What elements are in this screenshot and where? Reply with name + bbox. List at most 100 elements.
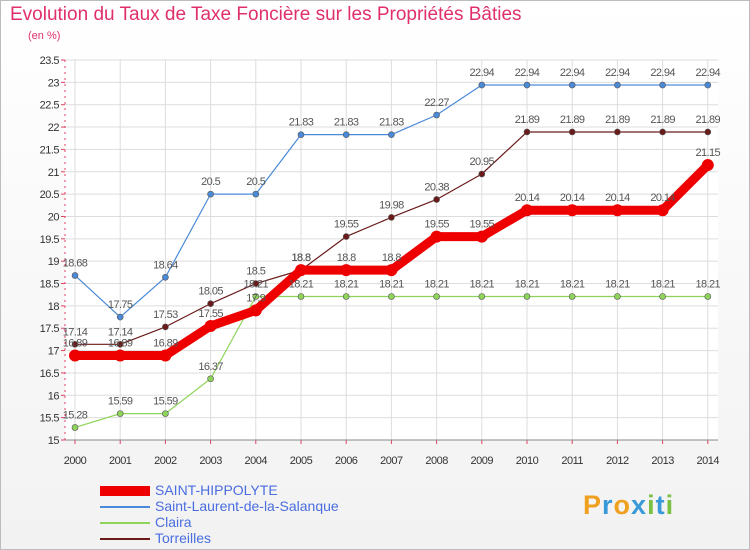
data-point-claira xyxy=(659,293,666,300)
y-tick-label: 20.5 xyxy=(40,189,60,201)
data-label-saint-laurent-de-la-salanque: 18.64 xyxy=(153,259,178,271)
data-label-claira: 18.21 xyxy=(244,278,269,290)
data-label-claira: 18.21 xyxy=(515,278,540,290)
y-tick-label: 21 xyxy=(48,167,60,179)
data-point-claira xyxy=(252,293,260,300)
data-point-torreilles xyxy=(523,128,531,136)
x-tick-label: 2010 xyxy=(516,455,539,467)
data-label-torreilles: 20.95 xyxy=(470,156,495,168)
data-point-saint-laurent-de-la-salanque xyxy=(614,81,621,89)
data-point-claira xyxy=(207,375,214,383)
data-label-claira: 18.21 xyxy=(289,278,314,290)
data-point-saint-laurent-de-la-salanque xyxy=(659,81,666,89)
x-tick-label: 2003 xyxy=(199,455,222,467)
data-point-torreilles xyxy=(162,323,169,331)
data-label-claira: 18.21 xyxy=(334,278,359,290)
y-tick-label: 19 xyxy=(48,256,60,268)
data-point-saint-laurent-de-la-salanque xyxy=(297,131,305,138)
data-point-claira xyxy=(162,410,169,417)
data-label-saint-hippolyte: 17.9 xyxy=(246,292,265,304)
data-label-claira: 18.21 xyxy=(424,278,449,290)
x-tick-label: 2009 xyxy=(471,455,494,467)
x-tick-label: 2002 xyxy=(154,455,177,467)
data-point-saint-laurent-de-la-salanque xyxy=(342,131,350,138)
data-label-claira: 16.37 xyxy=(198,361,223,373)
data-point-saint-hippolyte xyxy=(159,349,172,362)
data-label-saint-laurent-de-la-salanque: 20.5 xyxy=(201,176,220,188)
x-tick-label: 2005 xyxy=(290,455,313,467)
data-point-saint-laurent-de-la-salanque xyxy=(388,131,395,138)
data-label-saint-hippolyte: 18.8 xyxy=(382,252,401,264)
data-label-torreilles: 21.89 xyxy=(515,114,540,126)
y-tick-label: 15 xyxy=(48,435,60,447)
data-label-torreilles: 21.89 xyxy=(605,114,630,126)
x-tick-label: 2000 xyxy=(64,455,87,467)
data-point-saint-laurent-de-la-salanque xyxy=(433,111,440,119)
data-label-claira: 18.21 xyxy=(650,278,675,290)
data-point-torreilles xyxy=(252,280,260,287)
data-point-claira xyxy=(71,424,79,431)
x-tick-label: 2006 xyxy=(335,455,358,467)
x-tick-label: 2007 xyxy=(380,455,403,467)
data-label-saint-hippolyte: 20.14 xyxy=(605,192,630,204)
data-point-saint-hippolyte xyxy=(69,349,81,362)
data-point-saint-hippolyte xyxy=(340,264,353,277)
data-label-claira: 18.21 xyxy=(560,278,585,290)
data-label-saint-laurent-de-la-salanque: 22.94 xyxy=(470,67,495,79)
legend-label-saint-laurent: Saint-Laurent-de-la-Salanque xyxy=(155,498,339,514)
data-label-saint-hippolyte: 20.14 xyxy=(650,192,675,204)
y-tick-label: 20 xyxy=(48,211,60,223)
logo-letter: i xyxy=(647,490,656,520)
data-point-saint-hippolyte xyxy=(249,304,262,317)
data-point-torreilles xyxy=(342,233,350,240)
data-point-saint-hippolyte xyxy=(566,204,579,217)
logo-letter: P xyxy=(583,490,603,520)
data-point-saint-laurent-de-la-salanque xyxy=(252,190,260,198)
y-tick-label: 23.5 xyxy=(40,55,60,67)
data-label-claira: 15.28 xyxy=(63,409,88,421)
data-label-saint-hippolyte: 20.14 xyxy=(560,192,585,204)
x-tick-label: 2008 xyxy=(425,455,448,467)
data-label-claira: 15.59 xyxy=(153,396,178,408)
data-label-saint-laurent-de-la-salanque: 17.75 xyxy=(108,299,133,311)
data-point-torreilles xyxy=(116,341,124,348)
data-label-saint-laurent-de-la-salanque: 21.83 xyxy=(289,117,314,129)
data-point-claira xyxy=(297,293,305,300)
data-point-torreilles xyxy=(433,196,440,203)
data-point-claira xyxy=(116,410,124,417)
data-label-saint-laurent-de-la-salanque: 22.94 xyxy=(515,67,540,79)
data-point-saint-hippolyte xyxy=(521,204,533,217)
data-point-saint-hippolyte xyxy=(656,204,669,217)
data-label-claira: 18.21 xyxy=(470,278,495,290)
data-label-saint-hippolyte: 16.89 xyxy=(153,338,178,350)
data-label-torreilles: 17.53 xyxy=(153,309,178,321)
data-label-saint-laurent-de-la-salanque: 22.94 xyxy=(605,67,630,79)
y-tick-label: 16.5 xyxy=(40,368,60,380)
y-unit-label: (en %) xyxy=(28,30,61,42)
data-label-saint-laurent-de-la-salanque: 22.94 xyxy=(650,67,675,79)
data-point-claira xyxy=(704,293,712,300)
proxiti-logo: Proxiti xyxy=(583,490,674,521)
x-tick-label: 2012 xyxy=(606,455,629,467)
data-point-saint-hippolyte xyxy=(430,230,443,243)
y-tick-label: 18 xyxy=(48,301,60,313)
chart-title: Evolution du Taux de Taxe Foncière sur l… xyxy=(10,4,522,25)
data-label-saint-hippolyte: 18.8 xyxy=(291,252,310,264)
data-label-saint-hippolyte: 17.55 xyxy=(198,308,223,320)
data-point-torreilles xyxy=(659,128,666,136)
data-point-torreilles xyxy=(71,341,79,348)
y-tick-label: 17.5 xyxy=(40,323,60,335)
data-point-claira xyxy=(478,293,486,300)
data-label-torreilles: 18.8 xyxy=(291,252,310,264)
data-label-saint-hippolyte: 16.89 xyxy=(63,338,88,350)
data-point-saint-laurent-de-la-salanque xyxy=(704,81,712,89)
data-point-saint-hippolyte xyxy=(114,349,127,362)
data-point-saint-laurent-de-la-salanque xyxy=(478,81,486,89)
data-point-saint-laurent-de-la-salanque xyxy=(207,190,214,198)
data-point-torreilles xyxy=(704,128,712,136)
data-label-saint-laurent-de-la-salanque: 21.83 xyxy=(334,117,359,129)
data-point-torreilles xyxy=(207,300,214,307)
y-tick-label: 19.5 xyxy=(40,234,60,246)
data-point-saint-laurent-de-la-salanque xyxy=(71,272,79,279)
data-label-torreilles: 17.14 xyxy=(63,326,88,338)
